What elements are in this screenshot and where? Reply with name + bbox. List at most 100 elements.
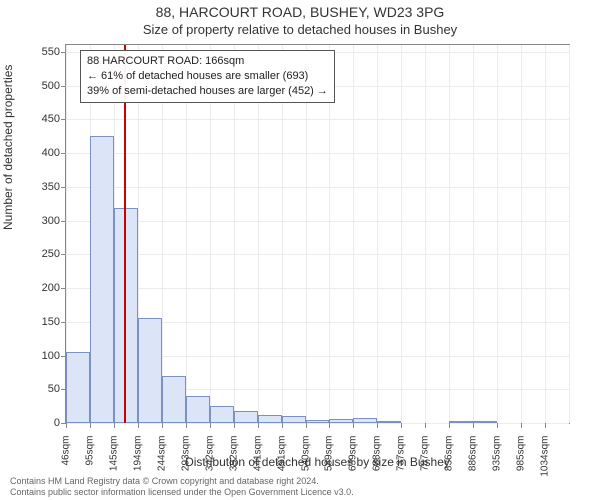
- gridline-horizontal: [66, 153, 569, 154]
- x-tick-label: 95sqm: [84, 436, 95, 486]
- gridline-vertical: [377, 45, 378, 423]
- x-tick-mark: [497, 423, 498, 428]
- x-tick-mark: [234, 423, 235, 428]
- x-tick-mark: [545, 423, 546, 428]
- y-tick-label: 0: [20, 417, 60, 429]
- histogram-bar: [473, 421, 497, 423]
- annotation-line: 88 HARCOURT ROAD: 166sqm: [87, 54, 328, 69]
- footer-line-2: Contains public sector information licen…: [10, 487, 354, 498]
- y-tick-label: 150: [20, 316, 60, 328]
- x-tick-label: 46sqm: [61, 436, 72, 486]
- histogram-bar: [234, 411, 258, 423]
- annotation-line: 39% of semi-detached houses are larger (…: [87, 84, 328, 99]
- gridline-horizontal: [66, 119, 569, 120]
- x-tick-mark: [66, 423, 67, 428]
- histogram-bar: [449, 421, 473, 423]
- histogram-bar: [138, 318, 162, 423]
- y-tick-mark: [61, 322, 66, 323]
- plot-area: 88 HARCOURT ROAD: 166sqm← 61% of detache…: [65, 44, 570, 424]
- x-tick-mark: [90, 423, 91, 428]
- y-tick-label: 50: [20, 383, 60, 395]
- histogram-bar: [353, 418, 377, 423]
- y-tick-label: 450: [20, 113, 60, 125]
- y-tick-label: 550: [20, 46, 60, 58]
- x-tick-mark: [425, 423, 426, 428]
- x-tick-label: 540sqm: [300, 436, 311, 486]
- gridline-horizontal: [66, 288, 569, 289]
- histogram-bar: [186, 396, 210, 423]
- y-tick-label: 300: [20, 215, 60, 227]
- gridline-horizontal: [66, 221, 569, 222]
- y-tick-mark: [61, 187, 66, 188]
- x-tick-mark: [282, 423, 283, 428]
- x-tick-label: 441sqm: [252, 436, 263, 486]
- x-tick-label: 787sqm: [420, 436, 431, 486]
- chart-container: 88, HARCOURT ROAD, BUSHEY, WD23 3PG Size…: [0, 0, 600, 500]
- gridline-vertical: [401, 45, 402, 423]
- gridline-vertical: [473, 45, 474, 423]
- x-tick-mark: [329, 423, 330, 428]
- x-tick-mark: [114, 423, 115, 428]
- y-tick-mark: [61, 221, 66, 222]
- x-tick-label: 688sqm: [372, 436, 383, 486]
- x-tick-mark: [258, 423, 259, 428]
- gridline-vertical: [353, 45, 354, 423]
- histogram-bar: [90, 136, 114, 423]
- gridline-horizontal: [66, 254, 569, 255]
- chart-title-sub: Size of property relative to detached ho…: [0, 22, 600, 37]
- histogram-bar: [329, 419, 353, 423]
- x-tick-mark: [210, 423, 211, 428]
- x-tick-mark: [138, 423, 139, 428]
- x-tick-label: 244sqm: [156, 436, 167, 486]
- y-tick-label: 350: [20, 181, 60, 193]
- x-tick-mark: [377, 423, 378, 428]
- annotation-line: ← 61% of detached houses are smaller (69…: [87, 69, 328, 84]
- x-tick-label: 1034sqm: [540, 436, 551, 486]
- y-tick-mark: [61, 119, 66, 120]
- x-tick-mark: [162, 423, 163, 428]
- histogram-bar: [377, 421, 401, 423]
- gridline-horizontal: [66, 187, 569, 188]
- histogram-bar: [258, 415, 282, 423]
- y-tick-mark: [61, 288, 66, 289]
- y-tick-mark: [61, 254, 66, 255]
- histogram-bar: [306, 420, 330, 423]
- y-tick-label: 400: [20, 147, 60, 159]
- gridline-vertical: [497, 45, 498, 423]
- chart-title-main: 88, HARCOURT ROAD, BUSHEY, WD23 3PG: [0, 4, 600, 20]
- gridline-horizontal: [66, 423, 569, 424]
- histogram-bar: [210, 406, 234, 423]
- x-tick-label: 589sqm: [324, 436, 335, 486]
- x-tick-label: 392sqm: [228, 436, 239, 486]
- y-tick-mark: [61, 153, 66, 154]
- gridline-vertical: [521, 45, 522, 423]
- x-tick-mark: [353, 423, 354, 428]
- x-tick-label: 836sqm: [444, 436, 455, 486]
- annotation-box: 88 HARCOURT ROAD: 166sqm← 61% of detache…: [80, 50, 335, 103]
- y-tick-label: 100: [20, 350, 60, 362]
- x-tick-label: 639sqm: [348, 436, 359, 486]
- y-tick-label: 250: [20, 248, 60, 260]
- gridline-vertical: [569, 45, 570, 423]
- x-tick-mark: [401, 423, 402, 428]
- histogram-bar: [66, 352, 90, 423]
- gridline-vertical: [545, 45, 546, 423]
- x-tick-mark: [306, 423, 307, 428]
- y-tick-label: 200: [20, 282, 60, 294]
- x-tick-label: 935sqm: [492, 436, 503, 486]
- y-tick-mark: [61, 52, 66, 53]
- x-tick-label: 985sqm: [516, 436, 527, 486]
- x-tick-mark: [449, 423, 450, 428]
- x-tick-label: 491sqm: [276, 436, 287, 486]
- x-tick-mark: [186, 423, 187, 428]
- x-tick-label: 293sqm: [180, 436, 191, 486]
- gridline-vertical: [425, 45, 426, 423]
- gridline-vertical: [449, 45, 450, 423]
- x-tick-label: 886sqm: [468, 436, 479, 486]
- y-axis-label: Number of detached properties: [1, 65, 15, 230]
- histogram-bar: [162, 376, 186, 423]
- y-tick-label: 500: [20, 80, 60, 92]
- x-tick-mark: [521, 423, 522, 428]
- x-tick-label: 145sqm: [108, 436, 119, 486]
- x-tick-label: 737sqm: [396, 436, 407, 486]
